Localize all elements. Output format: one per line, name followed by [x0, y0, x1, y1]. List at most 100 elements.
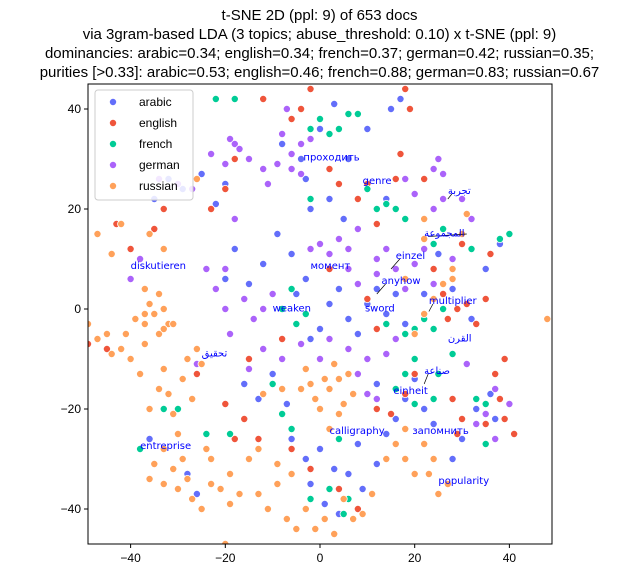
- point-russian: [145, 474, 154, 483]
- point-english: [287, 444, 296, 453]
- point-english: [254, 434, 263, 443]
- point-english: [481, 294, 490, 303]
- point-russian: [358, 509, 367, 518]
- point-russian: [439, 279, 448, 288]
- annotation-label: multiplier: [429, 296, 478, 307]
- point-french: [287, 424, 296, 433]
- point-french: [287, 284, 296, 293]
- point-russian: [306, 379, 315, 388]
- point-german: [382, 349, 391, 358]
- point-french: [439, 304, 448, 313]
- point-english: [207, 204, 216, 213]
- point-russian: [216, 484, 225, 493]
- point-german: [420, 244, 429, 253]
- point-german: [259, 344, 268, 353]
- point-german: [211, 284, 220, 293]
- point-russian: [349, 515, 358, 524]
- point-german: [429, 279, 438, 288]
- point-arabic: [240, 379, 249, 388]
- point-arabic: [353, 439, 362, 448]
- point-french: [315, 115, 324, 124]
- point-german: [491, 434, 500, 443]
- point-russian: [320, 374, 329, 383]
- point-english: [481, 419, 490, 428]
- point-english: [500, 354, 509, 363]
- point-arabic: [287, 249, 296, 258]
- point-arabic: [297, 154, 306, 163]
- point-russian: [145, 299, 154, 308]
- point-french: [344, 110, 353, 119]
- point-arabic: [448, 454, 457, 463]
- point-russian: [263, 504, 272, 513]
- point-german: [472, 419, 481, 428]
- point-russian: [420, 439, 429, 448]
- point-german: [353, 279, 362, 288]
- point-french: [429, 239, 438, 248]
- point-arabic: [330, 464, 339, 473]
- point-russian: [207, 454, 216, 463]
- point-english: [453, 429, 462, 438]
- point-arabic: [344, 154, 353, 163]
- point-russian: [150, 309, 159, 318]
- point-russian: [188, 394, 197, 403]
- point-russian: [330, 530, 339, 539]
- point-german: [315, 354, 324, 363]
- annotation-label: entreprise: [140, 441, 191, 452]
- point-arabic: [353, 329, 362, 338]
- legend-label-english: english: [139, 116, 177, 130]
- point-arabic: [481, 264, 490, 273]
- legend-box: [94, 89, 194, 201]
- annotation-label: تجربة: [448, 186, 471, 197]
- axes-layer: −40 −20 0 20 40 −40 −20 0 20 40: [61, 102, 517, 565]
- point-russian: [282, 515, 291, 524]
- point-arabic: [268, 369, 277, 378]
- point-russian: [543, 314, 552, 323]
- point-french: [401, 369, 410, 378]
- point-french: [372, 204, 381, 213]
- point-russian: [178, 374, 187, 383]
- point-arabic: [344, 469, 353, 478]
- point-french: [472, 394, 481, 403]
- point-german: [505, 399, 514, 408]
- point-english: [420, 174, 429, 183]
- point-english: [458, 414, 467, 423]
- legend-marker-russian: [109, 181, 118, 190]
- point-arabic: [429, 419, 438, 428]
- point-english: [363, 294, 372, 303]
- point-german: [244, 364, 253, 373]
- point-russian: [159, 444, 168, 453]
- point-english: [495, 394, 504, 403]
- point-russian: [311, 525, 320, 534]
- point-english: [372, 219, 381, 228]
- annotation-arrow: [390, 258, 401, 270]
- point-russian: [443, 479, 452, 488]
- point-russian: [429, 294, 438, 303]
- point-arabic: [372, 284, 381, 293]
- point-russian: [192, 174, 201, 183]
- legend-label-russian: russian: [139, 179, 178, 193]
- series-english: [88, 85, 519, 513]
- chart-title-line-2: via 3gram-based LDA (3 topics; abuse_thr…: [82, 26, 557, 43]
- point-russian: [382, 454, 391, 463]
- point-english: [353, 504, 362, 513]
- y-tick-label: 40: [68, 102, 82, 116]
- point-arabic: [372, 379, 381, 388]
- point-russian: [448, 264, 457, 273]
- point-russian: [334, 374, 343, 383]
- y-tick-label: −20: [61, 402, 82, 416]
- point-english: [491, 369, 500, 378]
- point-russian: [292, 525, 301, 534]
- point-russian: [401, 274, 410, 283]
- point-russian: [140, 284, 149, 293]
- point-russian: [344, 369, 353, 378]
- point-french: [467, 244, 476, 253]
- point-english: [443, 314, 452, 323]
- point-english: [410, 369, 419, 378]
- point-russian: [339, 494, 348, 503]
- point-russian: [254, 444, 263, 453]
- point-english: [462, 299, 471, 308]
- point-french: [278, 304, 287, 313]
- point-russian: [136, 369, 145, 378]
- point-french: [382, 319, 391, 328]
- x-tick-label: 40: [503, 551, 517, 565]
